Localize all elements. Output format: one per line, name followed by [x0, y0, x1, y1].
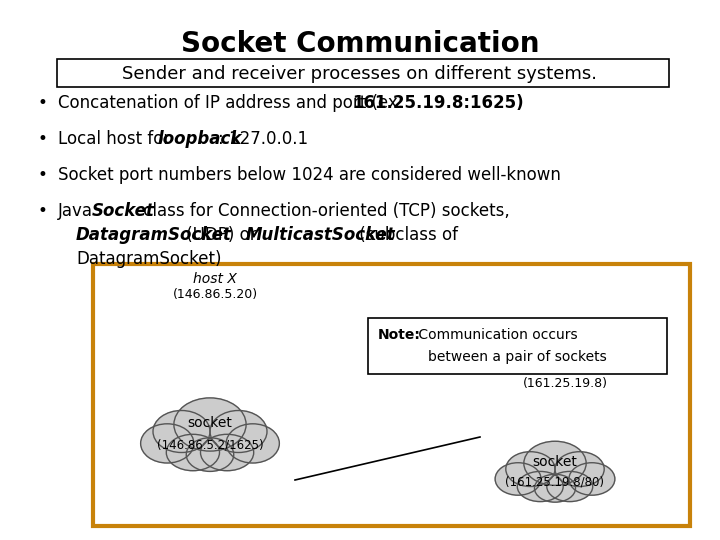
FancyBboxPatch shape	[57, 59, 669, 87]
Text: •: •	[38, 94, 48, 112]
Text: host X: host X	[193, 272, 237, 286]
Text: Concatenation of IP address and port (ex:: Concatenation of IP address and port (ex…	[58, 94, 409, 112]
Ellipse shape	[186, 438, 234, 471]
FancyBboxPatch shape	[368, 318, 667, 374]
Text: Socket Communication: Socket Communication	[181, 30, 539, 58]
Text: web server: web server	[526, 362, 603, 376]
Ellipse shape	[140, 424, 194, 463]
Text: : 127.0.0.1: : 127.0.0.1	[218, 130, 308, 148]
Text: Communication occurs: Communication occurs	[414, 328, 577, 342]
Text: DatagramSocket: DatagramSocket	[76, 226, 232, 244]
Text: socket: socket	[188, 416, 233, 430]
Text: class for Connection-oriented (TCP) sockets,: class for Connection-oriented (TCP) sock…	[138, 202, 510, 220]
Ellipse shape	[517, 471, 563, 502]
Ellipse shape	[495, 463, 541, 495]
Ellipse shape	[524, 441, 586, 485]
Ellipse shape	[505, 451, 555, 487]
Text: (UDP) or: (UDP) or	[181, 226, 262, 244]
Text: (subclass of: (subclass of	[354, 226, 458, 244]
Ellipse shape	[174, 398, 246, 451]
Text: •: •	[38, 130, 48, 148]
Ellipse shape	[555, 451, 604, 487]
Ellipse shape	[569, 463, 615, 495]
Text: (161.25.19.8): (161.25.19.8)	[523, 377, 608, 390]
Ellipse shape	[546, 471, 593, 502]
Text: socket: socket	[533, 455, 577, 469]
Text: (146.86.5.20): (146.86.5.20)	[172, 288, 258, 301]
Text: (146.86.5.2/1625): (146.86.5.2/1625)	[157, 438, 264, 451]
Text: Note:: Note:	[378, 328, 421, 342]
Ellipse shape	[153, 410, 210, 453]
Text: DatagramSocket): DatagramSocket)	[76, 250, 222, 268]
Text: Java: Java	[58, 202, 98, 220]
Ellipse shape	[210, 410, 267, 453]
Text: MulticastSocket: MulticastSocket	[246, 226, 396, 244]
Ellipse shape	[166, 434, 220, 471]
Text: between a pair of sockets: between a pair of sockets	[428, 350, 607, 364]
Text: •: •	[38, 166, 48, 184]
Text: Sender and receiver processes on different systems.: Sender and receiver processes on differe…	[122, 65, 598, 83]
Ellipse shape	[226, 424, 279, 463]
Text: (161.25.19.8/80): (161.25.19.8/80)	[505, 476, 605, 489]
FancyBboxPatch shape	[93, 264, 690, 526]
Text: Socket: Socket	[92, 202, 155, 220]
Text: Socket port numbers below 1024 are considered well-known: Socket port numbers below 1024 are consi…	[58, 166, 561, 184]
Text: 161.25.19.8:1625): 161.25.19.8:1625)	[352, 94, 523, 112]
Text: Local host for: Local host for	[58, 130, 176, 148]
Ellipse shape	[200, 434, 253, 471]
Text: loopback: loopback	[157, 130, 241, 148]
Ellipse shape	[534, 474, 575, 502]
Text: •: •	[38, 202, 48, 220]
